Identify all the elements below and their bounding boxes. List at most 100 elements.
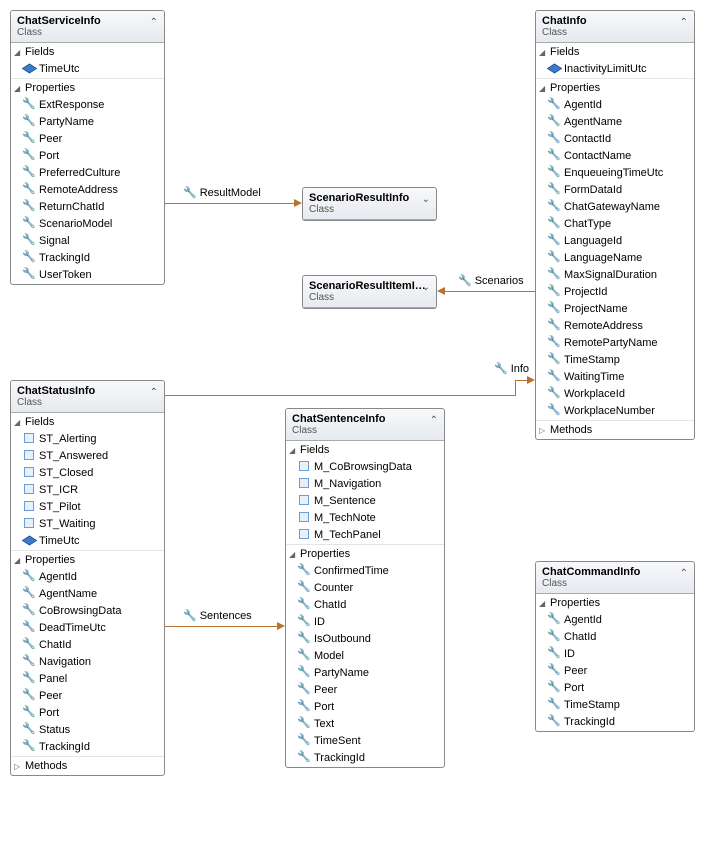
member-partyname[interactable]: 🔧PartyName — [286, 665, 444, 682]
member-id[interactable]: 🔧ID — [286, 614, 444, 631]
member-returnchatid[interactable]: 🔧ReturnChatId — [11, 199, 164, 216]
class-header[interactable]: ChatInfo Class ⌃ — [536, 11, 694, 43]
expand-icon[interactable]: ⌄ — [422, 282, 430, 293]
section-fields[interactable]: ◢Fields — [11, 43, 164, 61]
section-fields[interactable]: ◢Fields — [286, 441, 444, 459]
member-model[interactable]: 🔧Model — [286, 648, 444, 665]
member-port[interactable]: 🔧Port — [11, 705, 164, 722]
member-id[interactable]: 🔧ID — [536, 646, 694, 663]
member-languageid[interactable]: 🔧LanguageId — [536, 233, 694, 250]
member-st_pilot[interactable]: ST_Pilot — [11, 499, 164, 516]
expand-icon[interactable]: ⌄ — [422, 194, 430, 205]
member-agentid[interactable]: 🔧AgentId — [536, 612, 694, 629]
class-header[interactable]: ScenarioResultInfo Class ⌄ — [303, 188, 436, 220]
member-panel[interactable]: 🔧Panel — [11, 671, 164, 688]
member-timestamp[interactable]: 🔧TimeStamp — [536, 697, 694, 714]
collapse-icon[interactable]: ⌃ — [150, 17, 158, 28]
member-preferredculture[interactable]: 🔧PreferredCulture — [11, 165, 164, 182]
member-timeutc[interactable]: TimeUtc — [11, 61, 164, 78]
member-m_technote[interactable]: M_TechNote — [286, 510, 444, 527]
section-methods[interactable]: ▷Methods — [536, 420, 694, 439]
member-remoteaddress[interactable]: 🔧RemoteAddress — [536, 318, 694, 335]
member-timeutc[interactable]: TimeUtc — [11, 533, 164, 550]
member-scenariomodel[interactable]: 🔧ScenarioModel — [11, 216, 164, 233]
member-confirmedtime[interactable]: 🔧ConfirmedTime — [286, 563, 444, 580]
member-peer[interactable]: 🔧Peer — [286, 682, 444, 699]
member-m_navigation[interactable]: M_Navigation — [286, 476, 444, 493]
member-contactname[interactable]: 🔧ContactName — [536, 148, 694, 165]
member-enqueueingtimeutc[interactable]: 🔧EnqueueingTimeUtc — [536, 165, 694, 182]
member-st_closed[interactable]: ST_Closed — [11, 465, 164, 482]
member-deadtimeutc[interactable]: 🔧DeadTimeUtc — [11, 620, 164, 637]
class-header[interactable]: ChatStatusInfo Class ⌃ — [11, 381, 164, 413]
member-formdataid[interactable]: 🔧FormDataId — [536, 182, 694, 199]
member-peer[interactable]: 🔧Peer — [11, 131, 164, 148]
member-m_techpanel[interactable]: M_TechPanel — [286, 527, 444, 544]
member-workplacenumber[interactable]: 🔧WorkplaceNumber — [536, 403, 694, 420]
member-signal[interactable]: 🔧Signal — [11, 233, 164, 250]
member-m_sentence[interactable]: M_Sentence — [286, 493, 444, 510]
member-agentname[interactable]: 🔧AgentName — [11, 586, 164, 603]
member-languagename[interactable]: 🔧LanguageName — [536, 250, 694, 267]
member-port[interactable]: 🔧Port — [286, 699, 444, 716]
member-usertoken[interactable]: 🔧UserToken — [11, 267, 164, 284]
member-chatid[interactable]: 🔧ChatId — [11, 637, 164, 654]
member-isoutbound[interactable]: 🔧IsOutbound — [286, 631, 444, 648]
member-waitingtime[interactable]: 🔧WaitingTime — [536, 369, 694, 386]
class-header[interactable]: ChatSentenceInfo Class ⌃ — [286, 409, 444, 441]
collapse-icon[interactable]: ⌃ — [680, 17, 688, 28]
member-timestamp[interactable]: 🔧TimeStamp — [536, 352, 694, 369]
class-header[interactable]: ScenarioResultItemI… Class ⌄ — [303, 276, 436, 308]
member-agentid[interactable]: 🔧AgentId — [536, 97, 694, 114]
member-projectid[interactable]: 🔧ProjectId — [536, 284, 694, 301]
member-workplaceid[interactable]: 🔧WorkplaceId — [536, 386, 694, 403]
member-counter[interactable]: 🔧Counter — [286, 580, 444, 597]
member-chattype[interactable]: 🔧ChatType — [536, 216, 694, 233]
section-properties[interactable]: ◢Properties — [286, 544, 444, 563]
member-status[interactable]: 🔧Status — [11, 722, 164, 739]
member-peer[interactable]: 🔧Peer — [11, 688, 164, 705]
member-projectname[interactable]: 🔧ProjectName — [536, 301, 694, 318]
class-header[interactable]: ChatServiceInfo Class ⌃ — [11, 11, 164, 43]
member-st_alerting[interactable]: ST_Alerting — [11, 431, 164, 448]
section-properties[interactable]: ◢Properties — [11, 78, 164, 97]
section-properties[interactable]: ◢Properties — [11, 550, 164, 569]
member-navigation[interactable]: 🔧Navigation — [11, 654, 164, 671]
member-m_cobrowsingdata[interactable]: M_CoBrowsingData — [286, 459, 444, 476]
collapse-icon[interactable]: ⌃ — [430, 415, 438, 426]
member-chatid[interactable]: 🔧ChatId — [286, 597, 444, 614]
member-st_icr[interactable]: ST_ICR — [11, 482, 164, 499]
member-peer[interactable]: 🔧Peer — [536, 663, 694, 680]
section-properties[interactable]: ◢Properties — [536, 78, 694, 97]
collapse-icon[interactable]: ⌃ — [150, 387, 158, 398]
section-properties[interactable]: ◢Properties — [536, 594, 694, 612]
member-remoteaddress[interactable]: 🔧RemoteAddress — [11, 182, 164, 199]
class-header[interactable]: ChatCommandInfo Class ⌃ — [536, 562, 694, 594]
member-trackingid[interactable]: 🔧TrackingId — [536, 714, 694, 731]
collapse-icon[interactable]: ⌃ — [680, 568, 688, 579]
expand-tri-icon: ◢ — [539, 599, 545, 608]
member-st_answered[interactable]: ST_Answered — [11, 448, 164, 465]
section-fields[interactable]: ◢Fields — [11, 413, 164, 431]
member-inactivitylimitutc[interactable]: InactivityLimitUtc — [536, 61, 694, 78]
member-trackingid[interactable]: 🔧TrackingId — [286, 750, 444, 767]
section-fields[interactable]: ◢Fields — [536, 43, 694, 61]
member-trackingid[interactable]: 🔧TrackingId — [11, 739, 164, 756]
member-port[interactable]: 🔧Port — [536, 680, 694, 697]
member-trackingid[interactable]: 🔧TrackingId — [11, 250, 164, 267]
member-extresponse[interactable]: 🔧ExtResponse — [11, 97, 164, 114]
member-chatid[interactable]: 🔧ChatId — [536, 629, 694, 646]
member-remotepartyname[interactable]: 🔧RemotePartyName — [536, 335, 694, 352]
section-methods[interactable]: ▷Methods — [11, 756, 164, 775]
member-contactid[interactable]: 🔧ContactId — [536, 131, 694, 148]
member-timesent[interactable]: 🔧TimeSent — [286, 733, 444, 750]
member-text[interactable]: 🔧Text — [286, 716, 444, 733]
member-port[interactable]: 🔧Port — [11, 148, 164, 165]
member-cobrowsingdata[interactable]: 🔧CoBrowsingData — [11, 603, 164, 620]
member-agentname[interactable]: 🔧AgentName — [536, 114, 694, 131]
member-st_waiting[interactable]: ST_Waiting — [11, 516, 164, 533]
member-chatgatewayname[interactable]: 🔧ChatGatewayName — [536, 199, 694, 216]
member-partyname[interactable]: 🔧PartyName — [11, 114, 164, 131]
member-maxsignalduration[interactable]: 🔧MaxSignalDuration — [536, 267, 694, 284]
member-agentid[interactable]: 🔧AgentId — [11, 569, 164, 586]
